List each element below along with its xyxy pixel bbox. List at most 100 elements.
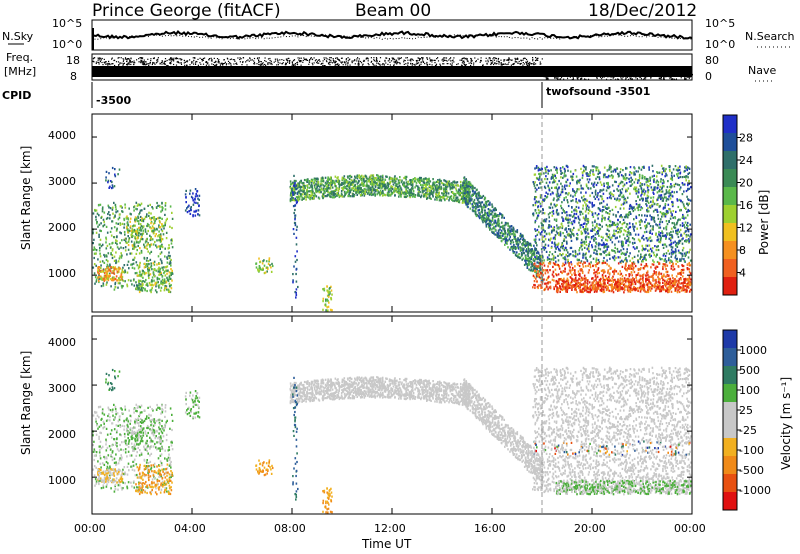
nave-dot bbox=[625, 76, 627, 79]
freq-dot bbox=[97, 61, 99, 63]
power-cell bbox=[545, 250, 548, 253]
power-cell bbox=[485, 223, 488, 226]
freq-dot bbox=[196, 61, 198, 63]
power-cell bbox=[353, 193, 356, 196]
freq-dot bbox=[285, 63, 287, 65]
power-cell bbox=[109, 185, 111, 188]
nave-dot bbox=[663, 76, 665, 78]
power-cell bbox=[107, 204, 110, 207]
power-cell bbox=[124, 233, 126, 236]
power-cell bbox=[334, 175, 337, 178]
power-cell bbox=[100, 216, 102, 219]
nave-dot bbox=[667, 75, 669, 78]
power-cell bbox=[164, 274, 167, 277]
power-cell bbox=[324, 195, 327, 198]
power-cell bbox=[449, 186, 451, 189]
power-cell bbox=[320, 180, 322, 183]
freq-dot bbox=[210, 60, 213, 62]
freq-dot bbox=[450, 60, 452, 62]
freq-dot bbox=[372, 64, 374, 66]
power-cell bbox=[164, 213, 166, 216]
power-cell bbox=[627, 244, 630, 247]
power-cell bbox=[186, 211, 189, 214]
freq-dot bbox=[201, 58, 203, 60]
power-cell bbox=[116, 210, 119, 213]
power-cell bbox=[363, 175, 365, 178]
power-cell bbox=[152, 243, 155, 246]
power-cell bbox=[303, 184, 305, 188]
freq-dot bbox=[439, 64, 442, 66]
power-cell bbox=[339, 183, 342, 186]
freq-dot bbox=[522, 62, 524, 64]
power-cell bbox=[482, 206, 485, 209]
power-cell bbox=[425, 193, 427, 196]
power-cell bbox=[93, 256, 95, 260]
power-cell bbox=[305, 194, 307, 197]
power-cell bbox=[363, 188, 366, 191]
power-cell bbox=[436, 186, 438, 189]
power-cell bbox=[121, 239, 123, 242]
freq-dot bbox=[214, 65, 216, 67]
power-cell bbox=[488, 210, 490, 213]
freq-dot bbox=[269, 62, 271, 64]
power-cell bbox=[384, 178, 387, 181]
power-cell bbox=[318, 197, 321, 200]
nave-dot bbox=[608, 74, 610, 76]
freq-dot bbox=[500, 62, 502, 64]
freq-dot bbox=[376, 60, 378, 62]
power-cell bbox=[501, 216, 503, 219]
power-cell bbox=[357, 189, 360, 192]
power-cell bbox=[566, 178, 569, 181]
nave-dot bbox=[630, 78, 632, 80]
power-cell bbox=[395, 177, 397, 181]
freq-dot bbox=[394, 60, 396, 63]
power-cell bbox=[171, 226, 173, 230]
power-cell bbox=[337, 189, 340, 193]
power-cell bbox=[105, 247, 108, 250]
power-cell bbox=[105, 225, 108, 228]
power-cell bbox=[450, 190, 453, 194]
power-cell bbox=[257, 269, 260, 272]
freq-dot bbox=[123, 59, 125, 61]
power-cell bbox=[170, 242, 173, 245]
power-cell bbox=[98, 273, 100, 277]
power-cell bbox=[370, 174, 372, 177]
power-cell bbox=[340, 192, 343, 195]
freq-dot bbox=[161, 61, 163, 64]
power-cell bbox=[513, 235, 515, 238]
power-cell bbox=[603, 244, 606, 247]
power-cell bbox=[552, 212, 555, 215]
power-cell bbox=[361, 194, 363, 197]
freq-dot bbox=[153, 57, 155, 60]
power-cell bbox=[645, 197, 647, 200]
power-cell bbox=[497, 235, 500, 238]
power-cell bbox=[479, 213, 481, 216]
power-cell bbox=[350, 179, 353, 182]
power-cell bbox=[455, 187, 457, 190]
power-cell bbox=[460, 183, 462, 186]
power-cell bbox=[295, 280, 298, 283]
power-cell bbox=[137, 232, 139, 235]
freq-dot bbox=[405, 63, 407, 65]
power-cell bbox=[292, 279, 294, 282]
power-cell bbox=[614, 170, 617, 173]
freq-dot bbox=[328, 58, 330, 60]
freq-dot bbox=[338, 59, 340, 61]
power-cell bbox=[163, 278, 166, 281]
freq-dot bbox=[113, 59, 115, 62]
freq-dot bbox=[174, 57, 176, 59]
power-cell bbox=[126, 283, 128, 286]
power-cell bbox=[397, 187, 399, 190]
power-cell bbox=[148, 276, 150, 280]
power-cell bbox=[529, 243, 531, 247]
power-cell bbox=[151, 238, 154, 241]
power-cell bbox=[302, 186, 304, 189]
power-cell bbox=[438, 180, 441, 183]
power-cell bbox=[164, 221, 167, 224]
power-cell bbox=[150, 236, 152, 239]
freq-dot bbox=[179, 62, 181, 64]
freq-dot bbox=[114, 64, 116, 67]
power-cell bbox=[295, 236, 298, 239]
power-cell bbox=[472, 206, 474, 209]
freq-dot bbox=[420, 58, 422, 60]
